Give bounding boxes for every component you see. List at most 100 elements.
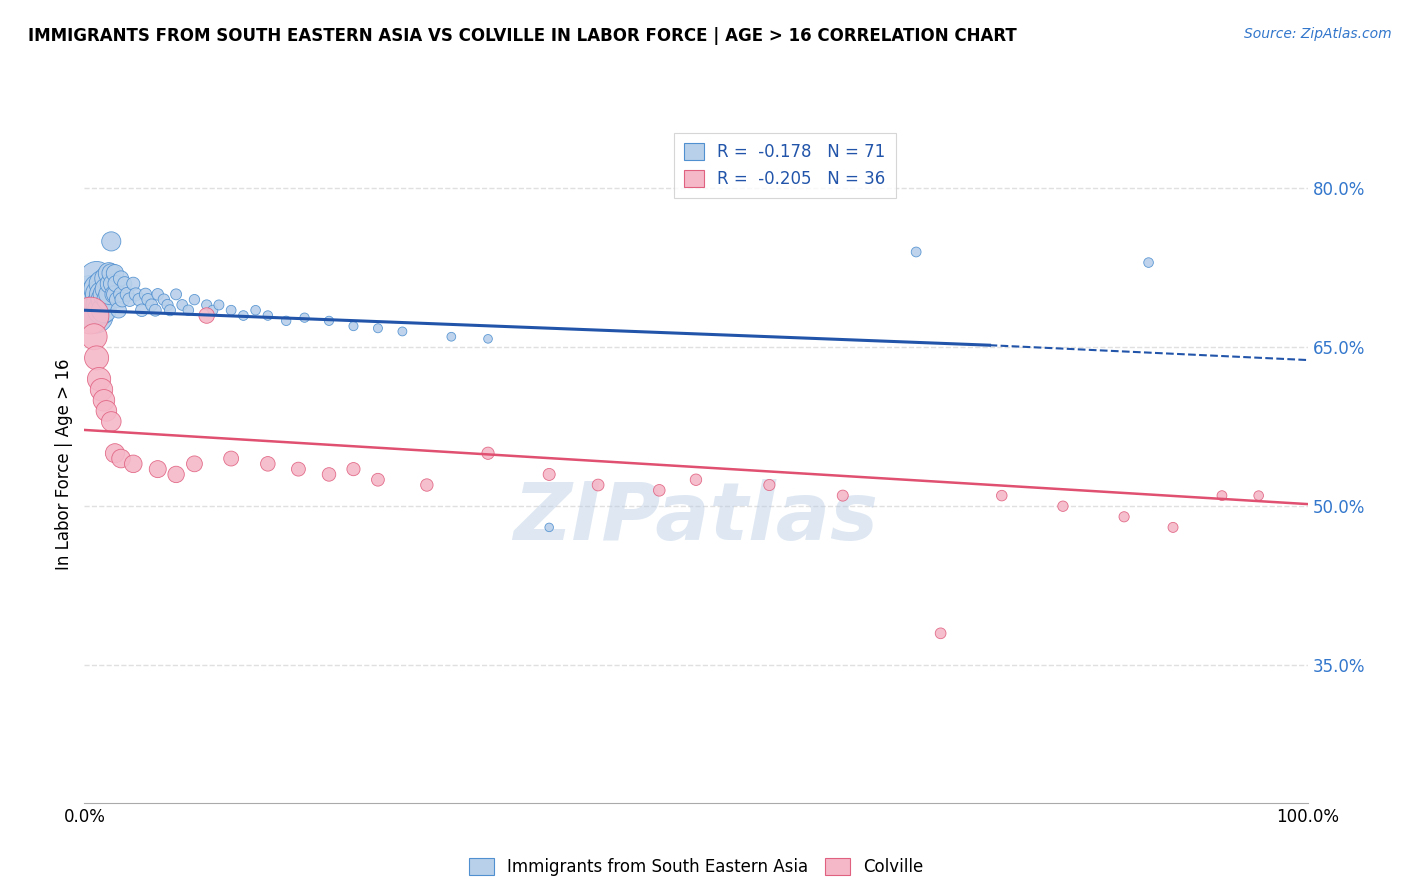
Point — [87, 282, 110, 296]
Point — [831, 489, 853, 503]
Point — [153, 293, 176, 307]
Point — [219, 303, 242, 318]
Point — [93, 293, 115, 307]
Point — [257, 457, 280, 471]
Point — [1161, 520, 1184, 534]
Point — [1137, 255, 1160, 269]
Point — [89, 298, 111, 312]
Point — [96, 271, 118, 285]
Point — [122, 277, 145, 291]
Point — [195, 309, 218, 323]
Point — [165, 467, 187, 482]
Point — [83, 330, 105, 344]
Point — [1247, 489, 1270, 503]
Point — [104, 287, 127, 301]
Point — [90, 383, 112, 397]
Point — [91, 287, 114, 301]
Point — [83, 303, 105, 318]
Point — [93, 393, 115, 408]
Point — [905, 244, 928, 259]
Point — [103, 287, 125, 301]
Point — [538, 467, 561, 482]
Point — [208, 298, 231, 312]
Point — [172, 298, 194, 312]
Point — [107, 303, 129, 318]
Point — [101, 277, 124, 291]
Point — [1211, 489, 1233, 503]
Point — [232, 309, 254, 323]
Point — [219, 451, 242, 466]
Point — [318, 314, 340, 328]
Point — [122, 457, 145, 471]
Point — [135, 287, 157, 301]
Point — [143, 303, 166, 318]
Point — [177, 303, 200, 318]
Point — [1114, 509, 1136, 524]
Point — [98, 277, 121, 291]
Point — [758, 478, 780, 492]
Point — [96, 404, 118, 418]
Point — [257, 309, 280, 323]
Point — [110, 287, 132, 301]
Point — [125, 287, 148, 301]
Text: ZIPatlas: ZIPatlas — [513, 479, 879, 558]
Point — [86, 351, 108, 365]
Point — [141, 298, 163, 312]
Point — [318, 467, 340, 482]
Point — [104, 446, 127, 460]
Point — [82, 298, 104, 312]
Point — [440, 330, 463, 344]
Point — [97, 287, 120, 301]
Point — [538, 520, 561, 534]
Point — [165, 287, 187, 301]
Point — [195, 298, 218, 312]
Point — [114, 277, 136, 291]
Point — [86, 287, 108, 301]
Point — [1052, 500, 1074, 514]
Point — [294, 310, 316, 325]
Point — [156, 298, 179, 312]
Point — [586, 478, 609, 492]
Point — [131, 303, 153, 318]
Point — [342, 462, 364, 476]
Point — [84, 309, 107, 323]
Point — [367, 321, 389, 335]
Point — [110, 271, 132, 285]
Point — [100, 266, 122, 280]
Point — [342, 319, 364, 334]
Point — [159, 303, 181, 318]
Point — [416, 478, 439, 492]
Y-axis label: In Labor Force | Age > 16: In Labor Force | Age > 16 — [55, 358, 73, 570]
Point — [118, 293, 141, 307]
Point — [183, 293, 205, 307]
Point — [201, 303, 224, 318]
Point — [477, 332, 499, 346]
Point — [136, 293, 159, 307]
Point — [990, 489, 1012, 503]
Point — [146, 287, 169, 301]
Point — [477, 446, 499, 460]
Point — [128, 293, 150, 307]
Point — [245, 303, 267, 318]
Point — [391, 325, 413, 339]
Point — [87, 293, 110, 307]
Text: IMMIGRANTS FROM SOUTH EASTERN ASIA VS COLVILLE IN LABOR FORCE | AGE > 16 CORRELA: IMMIGRANTS FROM SOUTH EASTERN ASIA VS CO… — [28, 27, 1017, 45]
Text: Source: ZipAtlas.com: Source: ZipAtlas.com — [1244, 27, 1392, 41]
Point — [929, 626, 952, 640]
Point — [96, 282, 118, 296]
Point — [276, 314, 298, 328]
Point — [100, 414, 122, 428]
Point — [183, 457, 205, 471]
Point — [287, 462, 309, 476]
Point — [91, 277, 114, 291]
Point — [97, 266, 120, 280]
Point — [685, 473, 707, 487]
Point — [110, 451, 132, 466]
Point — [100, 235, 122, 249]
Point — [115, 287, 138, 301]
Point — [104, 266, 127, 280]
Point — [105, 293, 128, 307]
Point — [97, 293, 120, 307]
Point — [79, 309, 101, 323]
Point — [90, 303, 112, 318]
